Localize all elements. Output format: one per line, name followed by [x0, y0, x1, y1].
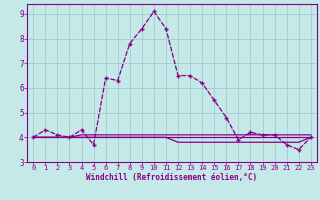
X-axis label: Windchill (Refroidissement éolien,°C): Windchill (Refroidissement éolien,°C) [86, 173, 258, 182]
